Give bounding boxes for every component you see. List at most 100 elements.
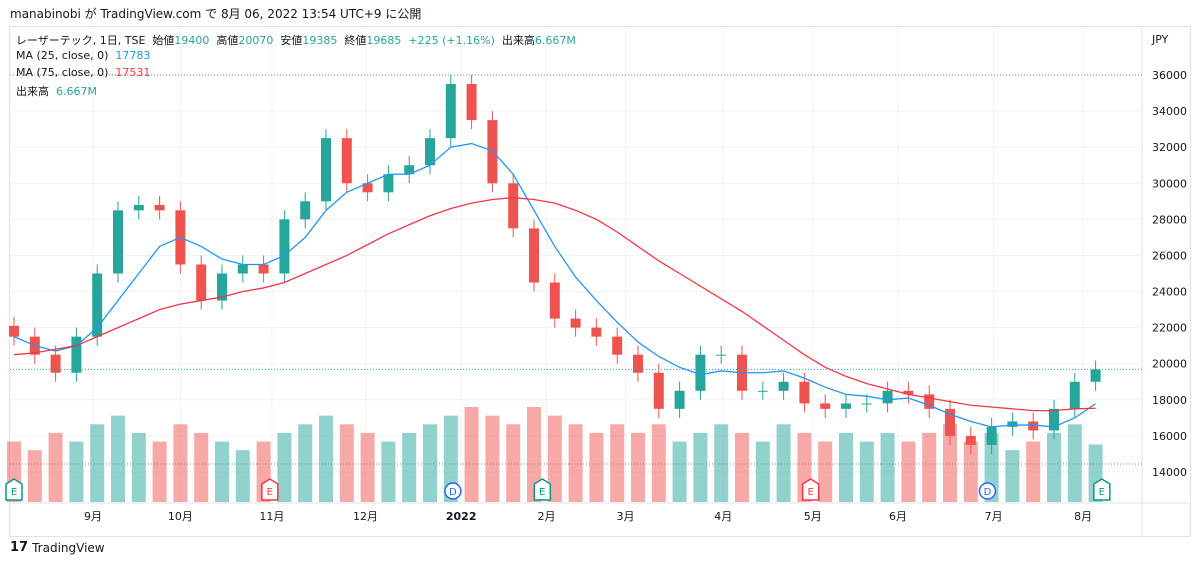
ma25-line <box>13 142 1096 428</box>
x-tick-label: 3月 <box>617 510 635 523</box>
candle-body <box>196 264 207 301</box>
volume-bar <box>1067 424 1082 502</box>
volume-bar <box>547 415 562 502</box>
candle-body <box>965 435 976 445</box>
volume-bar <box>755 441 770 502</box>
volume-bar <box>714 424 729 502</box>
tradingview-logo[interactable]: 𝟭𝟳 TradingView <box>10 540 105 555</box>
candle-body <box>92 273 103 337</box>
x-tick-label: 7月 <box>985 510 1003 523</box>
currency-label: JPY <box>1152 33 1169 46</box>
vol-label: 出来高 <box>501 34 535 47</box>
candle-body <box>757 390 768 392</box>
legend-ma25[interactable]: MA (25, close, 0) 17783 <box>16 49 150 62</box>
y-tick-label: 32000 <box>1152 141 1187 154</box>
volume-value: 6.667M <box>56 85 97 98</box>
volume-bar <box>901 441 916 502</box>
candle-body <box>549 282 560 319</box>
volume-bar <box>485 415 500 502</box>
event-label: E <box>267 487 273 498</box>
candle-body <box>570 318 581 328</box>
candle-body <box>404 165 415 175</box>
y-tick-label: 20000 <box>1152 358 1187 371</box>
earnings-marker <box>533 478 552 501</box>
y-tick-label: 30000 <box>1152 177 1187 190</box>
candle-body <box>425 138 435 166</box>
chart-frame <box>9 26 1191 537</box>
candle-body <box>861 403 872 405</box>
candle-body <box>300 201 311 220</box>
volume-bar <box>339 424 354 502</box>
volume-bar <box>527 407 541 502</box>
candle-body <box>1028 421 1039 431</box>
candle-body <box>591 327 602 337</box>
event-label: E <box>11 487 17 498</box>
high-label: 高値 <box>216 34 239 47</box>
volume-bar <box>27 450 42 502</box>
change-value: +225 (+1.16%) <box>408 34 495 47</box>
volume-bar <box>152 441 167 502</box>
earnings-marker <box>261 478 279 501</box>
candle-body <box>924 394 935 409</box>
candle-body <box>674 390 685 409</box>
candle-body <box>258 264 269 274</box>
earnings-marker <box>801 478 820 501</box>
volume-bar <box>735 432 749 502</box>
candle-body <box>882 390 893 404</box>
low-label: 安値 <box>280 34 303 47</box>
volume-bar <box>235 450 250 502</box>
candle-body <box>820 403 831 409</box>
candle-body <box>716 354 727 356</box>
volume-bar <box>631 432 645 502</box>
legend-ma75[interactable]: MA (75, close, 0) 17531 <box>16 66 150 79</box>
candle-body <box>508 183 519 229</box>
open-value: 19400 <box>174 34 210 47</box>
candle-body <box>237 264 248 274</box>
y-tick-label: 24000 <box>1152 286 1187 299</box>
brand-name: TradingView <box>32 540 105 555</box>
candle-body <box>653 372 664 409</box>
volume-bar <box>443 415 458 502</box>
volume-bar <box>610 424 625 502</box>
y-tick-label: 22000 <box>1152 322 1187 335</box>
candle-body <box>1090 369 1101 382</box>
volume-bar <box>402 432 417 502</box>
candle-body <box>633 354 643 373</box>
candle-body <box>154 204 165 211</box>
candle-body <box>986 426 997 445</box>
candle-body <box>1007 421 1018 427</box>
x-tick-label: 9月 <box>84 510 102 523</box>
volume-bar <box>1026 441 1041 502</box>
ma75-label: MA (75, close, 0) <box>16 66 109 79</box>
x-tick-label: 6月 <box>889 510 907 523</box>
volume-bar <box>90 424 105 502</box>
ma25-label: MA (25, close, 0) <box>16 49 109 62</box>
candle-body <box>217 273 227 301</box>
y-tick-label: 34000 <box>1152 105 1187 118</box>
candle-body <box>1069 381 1080 409</box>
x-tick-label: 4月 <box>714 510 732 523</box>
candle-body <box>529 228 539 283</box>
volume-bar <box>194 432 209 502</box>
volume-bar <box>48 432 63 502</box>
volume-bar <box>818 441 833 502</box>
volume-bar <box>943 424 957 502</box>
candle-body <box>695 354 706 391</box>
volume-bar <box>568 424 583 502</box>
volume-bar <box>672 441 687 502</box>
volume-bar <box>1005 450 1020 502</box>
tv-logo-icon: 𝟭𝟳 <box>10 540 29 555</box>
candle-body <box>321 138 331 202</box>
legend-volume[interactable]: 出来高 6.667M <box>16 83 97 99</box>
dividend-marker <box>978 482 997 500</box>
vol-value: 6.667M <box>534 34 576 47</box>
volume-bar <box>381 441 396 502</box>
candle-body <box>466 84 477 121</box>
volume-bar <box>589 432 604 502</box>
y-tick-label: 16000 <box>1152 430 1187 443</box>
volume-bar <box>69 441 84 502</box>
event-label: E <box>539 487 545 498</box>
candle-body <box>50 354 61 373</box>
candle-body <box>445 84 456 139</box>
